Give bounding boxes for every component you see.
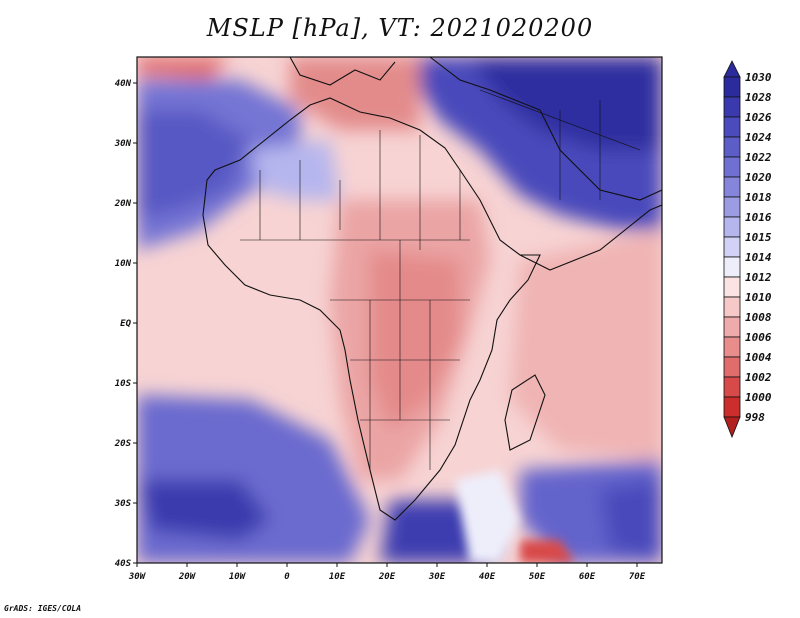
colorbar-swatch [723, 196, 741, 218]
colorbar-label: 1028 [745, 91, 772, 104]
lon-tick-label: 60E [579, 572, 596, 582]
colorbar-swatch [723, 256, 741, 278]
colorbar-label: 1026 [745, 111, 772, 124]
colorbar-swatch [723, 276, 741, 298]
colorbar-label: 998 [745, 411, 765, 424]
lon-tick-label: 30E [428, 572, 446, 582]
lon-tick-label: 10E [329, 572, 346, 582]
colorbar-label: 1000 [745, 391, 772, 404]
colorbar-top-arrow [723, 60, 741, 78]
colorbar-swatch [723, 116, 741, 138]
colorbar-swatch [723, 216, 741, 238]
colorbar-swatch [723, 336, 741, 358]
lat-tick-label: 10N [115, 259, 132, 269]
colorbar-label: 1015 [745, 231, 772, 244]
colorbar-label: 1024 [745, 131, 772, 144]
colorbar-label: 1016 [745, 211, 772, 224]
colorbar-swatch [723, 296, 741, 318]
colorbar-label: 1004 [745, 351, 772, 364]
map-title: MSLP [hPa], VT: 2021020200 [206, 14, 594, 42]
colorbar-bottom-arrow [723, 416, 741, 439]
colorbar-swatch [723, 76, 741, 98]
colorbar-swatch [723, 356, 741, 378]
longitude-ticks: 30W 20W 10W 0 10E 20E 30E 40E 50E 60E 70E [128, 563, 646, 582]
colorbar-label: 1020 [745, 171, 772, 184]
lon-tick-label: 70E [629, 572, 646, 582]
colorbar-label: 1022 [745, 151, 772, 164]
colorbar-swatch [723, 156, 741, 178]
lat-tick-label: 30S [114, 499, 132, 509]
lon-tick-label: 0 [284, 572, 290, 582]
colorbar-label: 1010 [745, 291, 772, 304]
colorbar-label: 1014 [745, 251, 772, 264]
coastlines [202, 57, 662, 521]
colorbar-swatch [723, 236, 741, 258]
lat-tick-label: 40S [115, 559, 132, 569]
lon-tick-label: 20W [178, 572, 197, 582]
colorbar-swatch [723, 396, 741, 418]
plot-frame [136, 56, 663, 564]
colorbar-label: 1006 [745, 331, 772, 344]
colorbar-label: 1030 [745, 71, 772, 84]
lon-tick-label: 30W [128, 572, 147, 582]
lat-tick-label: 40N [115, 79, 132, 89]
colorbar-swatch [723, 376, 741, 398]
colorbar-label: 1012 [745, 271, 772, 284]
colorbar-swatch [723, 136, 741, 158]
latitude-ticks: 40N 30N 20N 10N EQ 10S 20S 30S 40S [114, 79, 137, 569]
country-borders [240, 89, 641, 470]
colorbar-label: 1008 [745, 311, 772, 324]
colorbar-swatch [723, 176, 741, 198]
lat-tick-label: 30N [114, 139, 132, 149]
lon-tick-label: 50E [529, 572, 546, 582]
lon-tick-label: 10W [229, 572, 247, 582]
lat-tick-label: EQ [120, 319, 131, 329]
lat-tick-label: 10S [115, 379, 132, 389]
lat-tick-label: 20S [114, 439, 132, 449]
colorbar-label: 1002 [745, 371, 772, 384]
lon-tick-label: 40E [479, 572, 496, 582]
colorbar-swatch [723, 316, 741, 338]
lat-tick-label: 20N [114, 199, 132, 209]
colorbar-label: 1018 [745, 191, 772, 204]
lon-tick-label: 20E [378, 572, 396, 582]
colorbar-swatch [723, 96, 741, 118]
footer-credit: GrADS: IGES/COLA [4, 604, 82, 613]
